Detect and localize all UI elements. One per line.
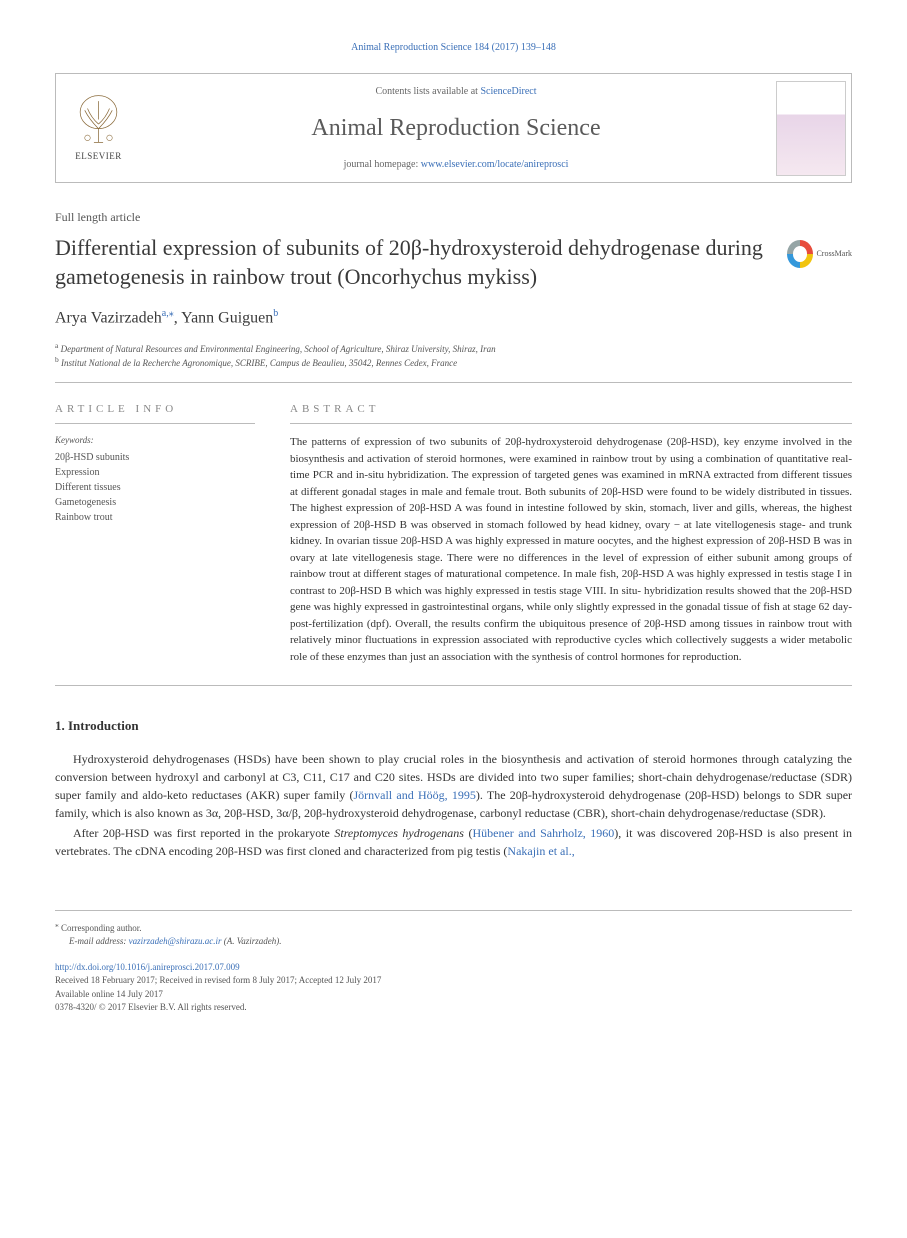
authors-line: Arya Vazirzadeha,⁎, Yann Guiguenb: [55, 306, 852, 330]
section-number: 1.: [55, 718, 65, 733]
contents-line: Contents lists available at ScienceDirec…: [375, 84, 536, 99]
affiliation-a: a Department of Natural Resources and En…: [55, 341, 852, 356]
body-paragraph: Hydroxysteroid dehydrogenases (HSDs) hav…: [55, 750, 852, 822]
doi-link[interactable]: http://dx.doi.org/10.1016/j.anireprosci.…: [55, 962, 240, 972]
footer-meta: http://dx.doi.org/10.1016/j.anireprosci.…: [55, 961, 852, 1015]
homepage-link[interactable]: www.elsevier.com/locate/anireprosci: [421, 159, 569, 170]
affil-text-a: Department of Natural Resources and Envi…: [58, 344, 495, 354]
keyword-item: Expression: [55, 465, 255, 480]
issn-copyright: 0378-4320/ © 2017 Elsevier B.V. All righ…: [55, 1001, 852, 1015]
elsevier-label: ELSEVIER: [75, 150, 122, 164]
keyword-item: 20β-HSD subunits: [55, 450, 255, 465]
abstract-text: The patterns of expression of two subuni…: [290, 434, 852, 665]
received-dates: Received 18 February 2017; Received in r…: [55, 974, 852, 988]
crossmark-icon: [787, 240, 813, 268]
para-text: After 20β-HSD was first reported in the …: [73, 826, 334, 840]
email-link[interactable]: vazirzadeh@shirazu.ac.ir: [129, 936, 222, 946]
affiliations-block: a Department of Natural Resources and En…: [55, 341, 852, 383]
article-type: Full length article: [55, 208, 852, 226]
footer-block: ⁎ Corresponding author. E-mail address: …: [55, 910, 852, 1015]
crossmark-label: CrossMark: [816, 248, 852, 260]
email-label: E-mail address:: [69, 936, 129, 946]
email-suffix: (A. Vazirzadeh).: [221, 936, 281, 946]
section-heading: 1. Introduction: [55, 716, 852, 736]
keyword-item: Rainbow trout: [55, 510, 255, 525]
citation-link[interactable]: Hübener and Sahrholz, 1960: [472, 826, 614, 840]
abstract-heading: ABSTRACT: [290, 401, 852, 425]
keyword-item: Gametogenesis: [55, 495, 255, 510]
introduction-section: 1. Introduction Hydroxysteroid dehydroge…: [55, 716, 852, 860]
citation-link[interactable]: Jörnvall and Höög, 1995: [353, 788, 475, 802]
author-1-affil: a,: [162, 308, 169, 319]
keywords-label: Keywords:: [55, 434, 255, 448]
header-citation: Animal Reproduction Science 184 (2017) 1…: [55, 40, 852, 55]
available-date: Available online 14 July 2017: [55, 988, 852, 1002]
article-info-col: ARTICLE INFO Keywords: 20β-HSD subunits …: [55, 401, 255, 666]
elsevier-logo: ELSEVIER: [56, 74, 141, 182]
crossmark-badge[interactable]: CrossMark: [787, 234, 852, 274]
homepage-line: journal homepage: www.elsevier.com/locat…: [344, 157, 569, 172]
section-title: Introduction: [68, 718, 139, 733]
keyword-item: Different tissues: [55, 480, 255, 495]
email-line: E-mail address: vazirzadeh@shirazu.ac.ir…: [69, 935, 852, 949]
affiliation-b: b Institut National de la Recherche Agro…: [55, 355, 852, 370]
homepage-prefix: journal homepage:: [344, 159, 421, 170]
corr-text: Corresponding author.: [59, 923, 142, 933]
sciencedirect-link[interactable]: ScienceDirect: [480, 86, 536, 97]
affil-text-b: Institut National de la Recherche Agrono…: [59, 358, 457, 368]
journal-center: Contents lists available at ScienceDirec…: [141, 74, 771, 182]
cover-image: [776, 81, 846, 176]
contents-prefix: Contents lists available at: [375, 86, 480, 97]
journal-name: Animal Reproduction Science: [311, 110, 600, 146]
corresponding-author: ⁎ Corresponding author.: [55, 919, 852, 936]
author-1: Arya Vazirzadeh: [55, 310, 162, 327]
journal-header-box: ELSEVIER Contents lists available at Sci…: [55, 73, 852, 183]
article-title: Differential expression of subunits of 2…: [55, 234, 767, 291]
article-info-heading: ARTICLE INFO: [55, 401, 255, 425]
author-2: , Yann Guiguen: [174, 310, 274, 327]
cover-thumbnail: [771, 74, 851, 182]
info-abstract-row: ARTICLE INFO Keywords: 20β-HSD subunits …: [55, 401, 852, 687]
abstract-col: ABSTRACT The patterns of expression of t…: [290, 401, 852, 666]
author-2-affil: b: [273, 308, 278, 319]
elsevier-tree-icon: [71, 92, 126, 147]
species-name: Streptomyces hydrogenans: [334, 826, 464, 840]
body-paragraph: After 20β-HSD was first reported in the …: [55, 824, 852, 860]
citation-link[interactable]: Nakajin et al.,: [507, 844, 574, 858]
